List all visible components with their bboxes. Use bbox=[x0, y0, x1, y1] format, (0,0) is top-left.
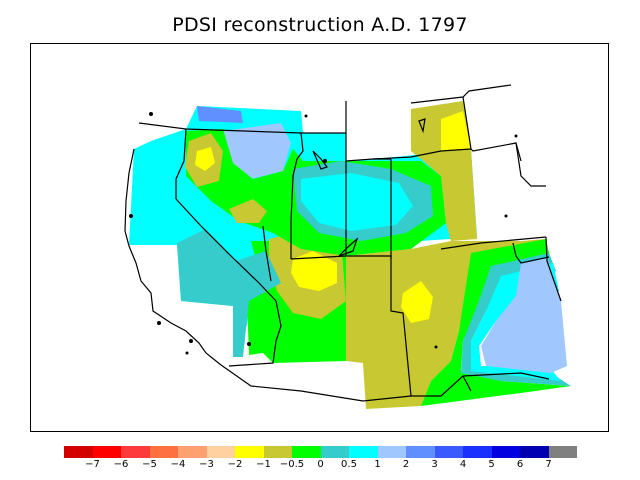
colorbar-tick-label: −7 bbox=[85, 459, 100, 470]
mexico-border bbox=[220, 364, 550, 402]
pacific-coastline bbox=[124, 148, 222, 366]
colorbar-swatch bbox=[92, 446, 121, 458]
colorbar-swatch bbox=[463, 446, 492, 458]
colorbar-tick-label: −2 bbox=[227, 459, 243, 470]
colorbar-tick-label: −6 bbox=[113, 459, 129, 470]
colorbar-tick-label: 1 bbox=[374, 459, 381, 470]
nebraska-east-border bbox=[515, 142, 546, 187]
lake-outline-1 bbox=[312, 150, 328, 170]
field-lightblue-north bbox=[223, 123, 291, 179]
pdsi-field bbox=[129, 101, 571, 409]
colorbar-swatch bbox=[320, 446, 349, 458]
colorbar-swatch bbox=[434, 446, 463, 458]
field-olive-nm bbox=[346, 239, 549, 409]
colorbar-swatch bbox=[206, 446, 235, 458]
field-blue-north bbox=[197, 106, 243, 123]
colorbar-tick-label: −4 bbox=[170, 459, 186, 470]
colorbar bbox=[64, 446, 577, 458]
newmexico-texas-border bbox=[462, 375, 472, 392]
northern-border bbox=[138, 122, 346, 134]
colorbar-tick-label: 0 bbox=[317, 459, 324, 470]
island-3 bbox=[189, 339, 193, 343]
colorbar-tick-label: 4 bbox=[459, 459, 467, 470]
colorbar-swatch bbox=[377, 446, 406, 458]
oregon-nevada-border bbox=[175, 128, 187, 199]
field-teal-nv bbox=[177, 229, 281, 357]
island-9 bbox=[304, 114, 308, 118]
island-8 bbox=[514, 134, 518, 138]
colorbar-swatch bbox=[491, 446, 520, 458]
colorado-border bbox=[390, 159, 412, 397]
islands bbox=[129, 112, 518, 355]
colorbar-swatch bbox=[64, 446, 93, 458]
california-nevada-border bbox=[175, 198, 282, 367]
colorbar-tick-label: 5 bbox=[488, 459, 495, 470]
island-6 bbox=[434, 345, 438, 349]
colorbar-tick-label: −5 bbox=[142, 459, 157, 470]
field-yellow-ne bbox=[441, 111, 471, 151]
island-10 bbox=[323, 159, 327, 163]
map-panel bbox=[30, 43, 609, 432]
map-title: PDSI reconstruction A.D. 1797 bbox=[172, 14, 468, 36]
island-4 bbox=[185, 351, 189, 355]
nevada-utah-border bbox=[262, 225, 272, 282]
texas-border bbox=[545, 236, 562, 302]
colorbar-tick-label: 6 bbox=[516, 459, 524, 470]
colorbar-swatch bbox=[292, 446, 321, 458]
colorbar-tick-label: 0.5 bbox=[341, 459, 357, 470]
colorbar-swatch bbox=[263, 446, 292, 458]
field-cyan-center bbox=[301, 173, 413, 231]
island-7 bbox=[504, 214, 508, 218]
idaho-montana-border bbox=[290, 132, 304, 259]
colorbar-tick-label: −1 bbox=[256, 459, 271, 470]
pdsi-map bbox=[124, 84, 571, 409]
field-lightblue-east bbox=[481, 257, 567, 373]
island-5 bbox=[247, 342, 251, 346]
field-yellow-co bbox=[401, 281, 433, 323]
field-yellow-idaho bbox=[195, 147, 215, 171]
colorbar-labels: −7 −6 −5 −4 −3 −2 −1 −0.5 0 0.5 1 2 3 4 5 6 7 bbox=[64, 458, 577, 474]
colorbar-swatch bbox=[149, 446, 178, 458]
colorbar-tick-label: 2 bbox=[402, 459, 410, 470]
colorbar-swatch bbox=[349, 446, 378, 458]
kansas-border bbox=[440, 236, 547, 250]
colorbar-tick-label: −0.5 bbox=[279, 459, 305, 470]
field-yellow-az bbox=[291, 251, 337, 291]
oklahoma-border bbox=[512, 242, 550, 264]
dakota-east-border bbox=[462, 96, 522, 162]
colorbar-swatch bbox=[178, 446, 207, 458]
great-salt-lake bbox=[338, 237, 359, 257]
island-1 bbox=[149, 112, 153, 116]
colorbar-tick-label: −3 bbox=[199, 459, 214, 470]
colorbar-tick-label: 7 bbox=[545, 459, 552, 470]
lake-outline-2 bbox=[418, 118, 426, 134]
colorbar-swatch bbox=[520, 446, 549, 458]
field-green-east bbox=[421, 239, 571, 406]
island-2 bbox=[157, 321, 161, 325]
colorbar-swatch bbox=[406, 446, 435, 458]
colorbar-swatch bbox=[548, 446, 577, 458]
state-borders bbox=[124, 84, 562, 402]
colorbar-tick-label: 3 bbox=[431, 459, 438, 470]
field-teal-east bbox=[461, 253, 571, 386]
nebraska-border bbox=[372, 148, 472, 160]
dakota-border bbox=[410, 84, 512, 104]
wyoming-border bbox=[345, 101, 391, 162]
colorbar-swatch bbox=[235, 446, 264, 458]
island-11 bbox=[129, 214, 133, 218]
field-olive-utah bbox=[229, 199, 267, 223]
colorbar-swatch bbox=[121, 446, 150, 458]
